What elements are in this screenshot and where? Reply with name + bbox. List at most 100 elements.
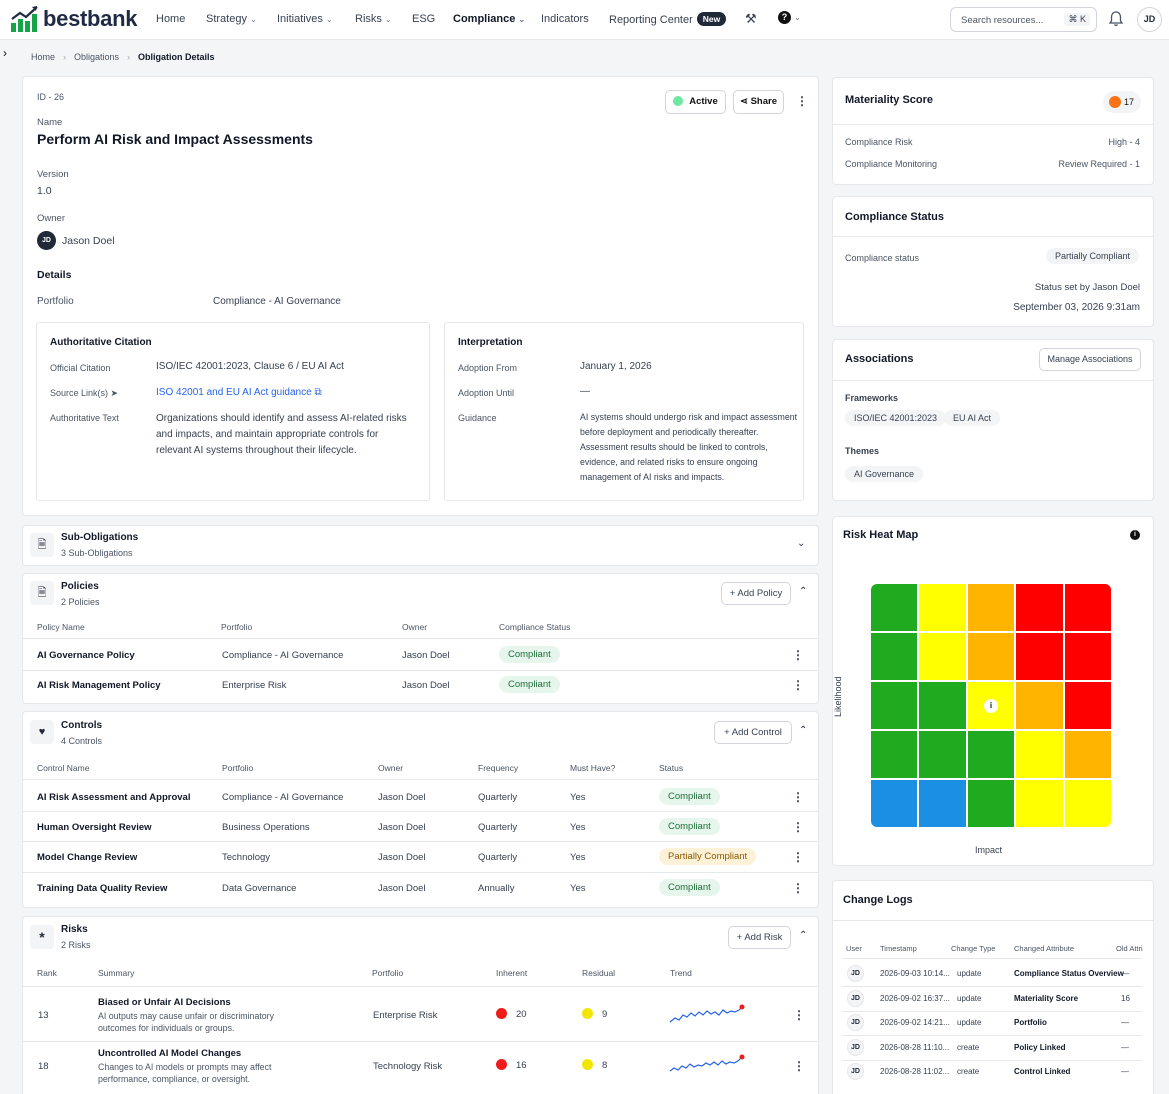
row-menu-icon[interactable]: ⋮ bbox=[793, 1008, 805, 1022]
chevron-down-icon[interactable]: ⌄ bbox=[797, 538, 806, 549]
search-shortcut: ⌘ K bbox=[1064, 13, 1090, 26]
control-name[interactable]: Training Data Quality Review bbox=[37, 883, 168, 894]
control-name[interactable]: Model Change Review bbox=[37, 852, 138, 863]
compliance-status-title: Compliance Status bbox=[845, 211, 945, 223]
heat-map-cell[interactable] bbox=[1064, 584, 1111, 631]
framework-chip[interactable]: EU AI Act bbox=[944, 410, 1001, 426]
control-name[interactable]: Human Oversight Review bbox=[37, 822, 152, 833]
log-timestamp: 2026-09-02 14:21... bbox=[880, 1018, 950, 1027]
breadcrumb-obligations[interactable]: Obligations bbox=[74, 52, 120, 62]
risk-rank: 13 bbox=[38, 1010, 49, 1021]
share-button[interactable]: ⋖ Share bbox=[733, 90, 784, 114]
add-risk-button[interactable]: + Add Risk bbox=[728, 926, 791, 949]
risk-title[interactable]: Uncontrolled AI Model Changes bbox=[98, 1048, 242, 1059]
heat-map-cell[interactable] bbox=[919, 633, 966, 680]
risk-marker[interactable]: i bbox=[983, 698, 998, 713]
nav-risks[interactable]: Risks ⌄ bbox=[355, 13, 392, 25]
heat-map-cell[interactable] bbox=[919, 584, 966, 631]
framework-chip[interactable]: ISO/IEC 42001:2023 bbox=[845, 410, 947, 426]
plus-icon: + bbox=[724, 727, 730, 738]
compliance-monitoring-label: Compliance Monitoring bbox=[845, 159, 938, 169]
nav-compliance[interactable]: Compliance ⌄ bbox=[453, 13, 526, 25]
heat-map-cell[interactable] bbox=[919, 780, 966, 827]
heat-map-cell[interactable] bbox=[1016, 584, 1063, 631]
heat-map-cell[interactable] bbox=[967, 584, 1015, 631]
policy-name[interactable]: AI Governance Policy bbox=[37, 650, 135, 661]
heat-map-cell[interactable] bbox=[871, 682, 918, 729]
sub-obligations-section[interactable] bbox=[22, 525, 819, 566]
trend-sparkline bbox=[669, 1004, 745, 1023]
theme-chip[interactable]: AI Governance bbox=[845, 466, 924, 482]
manage-associations-button[interactable]: Manage Associations bbox=[1039, 348, 1141, 371]
more-options-icon[interactable]: ⋮ bbox=[796, 94, 808, 108]
row-menu-icon[interactable]: ⋮ bbox=[792, 790, 804, 804]
nav-esg[interactable]: ESG bbox=[412, 13, 436, 25]
y-axis-label: Likelihood bbox=[833, 676, 843, 717]
add-control-button[interactable]: + Add Control bbox=[714, 721, 792, 744]
nav-indicators[interactable]: Indicators bbox=[541, 13, 589, 25]
logo[interactable]: bestbank bbox=[10, 4, 137, 34]
heat-map-cell[interactable] bbox=[871, 633, 918, 680]
nav-home[interactable]: Home bbox=[156, 13, 186, 25]
chevron-up-icon[interactable]: ⌃ bbox=[799, 586, 808, 597]
chevron-up-icon[interactable]: ⌃ bbox=[799, 725, 808, 736]
owner-name[interactable]: Jason Doel bbox=[62, 235, 115, 247]
change-logs-title: Change Logs bbox=[843, 894, 913, 906]
log-change-type: create bbox=[957, 1042, 980, 1052]
heat-map-cell[interactable] bbox=[1016, 780, 1063, 827]
row-menu-icon[interactable]: ⋮ bbox=[792, 850, 804, 864]
nav-strategy[interactable]: Strategy ⌄ bbox=[206, 13, 257, 25]
source-link[interactable]: ISO 42001 and EU AI Act guidance ⧉ bbox=[156, 387, 322, 398]
help-menu[interactable]: ? ⌄ bbox=[778, 11, 801, 24]
sub-obligations-title: Sub-Obligations bbox=[61, 532, 139, 543]
status-active-button[interactable]: Active bbox=[665, 90, 726, 114]
row-menu-icon[interactable]: ⋮ bbox=[792, 881, 804, 895]
heat-map-cell[interactable] bbox=[871, 780, 918, 827]
column-header: Compliance Status bbox=[499, 622, 571, 632]
info-icon[interactable]: i bbox=[1130, 530, 1140, 540]
materiality-score-badge: 17 bbox=[1103, 91, 1141, 113]
policy-name[interactable]: AI Risk Management Policy bbox=[37, 680, 161, 691]
heat-map-cell[interactable] bbox=[967, 731, 1015, 778]
bell-icon[interactable] bbox=[1109, 11, 1123, 27]
heat-map-cell[interactable] bbox=[1016, 682, 1063, 729]
control-name[interactable]: AI Risk Assessment and Approval bbox=[37, 792, 191, 803]
sidebar-toggle-icon[interactable]: › bbox=[3, 46, 7, 60]
user-avatar[interactable]: JD bbox=[1137, 7, 1162, 32]
heat-map-cell[interactable] bbox=[1064, 731, 1111, 778]
themes-label: Themes bbox=[845, 446, 880, 456]
log-old-value: — bbox=[1121, 1042, 1129, 1052]
heat-map-cell[interactable] bbox=[1064, 682, 1111, 729]
search-input[interactable]: Search resources... ⌘ K bbox=[950, 7, 1097, 32]
chevron-up-icon[interactable]: ⌃ bbox=[799, 930, 808, 941]
status-badge: Partially Compliant bbox=[659, 848, 757, 865]
heat-map-cell[interactable] bbox=[967, 633, 1015, 680]
heat-map-cell[interactable] bbox=[871, 731, 918, 778]
heat-map-cell[interactable] bbox=[919, 731, 966, 778]
row-menu-icon[interactable]: ⋮ bbox=[792, 820, 804, 834]
magic-wand-icon[interactable]: ⚒ bbox=[745, 11, 757, 26]
sub-obligations-count: 3 Sub-Obligations bbox=[61, 548, 133, 558]
status-set-by: Status set by Jason Doel bbox=[1034, 282, 1140, 293]
row-menu-icon[interactable]: ⋮ bbox=[792, 648, 804, 662]
nav-reporting-center[interactable]: Reporting Center New bbox=[609, 12, 727, 26]
heat-map-cell[interactable]: i bbox=[967, 682, 1015, 729]
heat-map-cell[interactable] bbox=[1064, 780, 1111, 827]
add-policy-button[interactable]: + Add Policy bbox=[721, 582, 791, 605]
active-dot bbox=[673, 96, 684, 106]
row-menu-icon[interactable]: ⋮ bbox=[793, 1059, 805, 1073]
row-menu-icon[interactable]: ⋮ bbox=[792, 678, 804, 692]
heat-map-cell[interactable] bbox=[919, 682, 966, 729]
portfolio-value[interactable]: Compliance - AI Governance bbox=[213, 296, 341, 307]
breadcrumb-home[interactable]: Home bbox=[31, 52, 56, 62]
heat-map-cell[interactable] bbox=[967, 780, 1015, 827]
log-change-type: update bbox=[957, 993, 982, 1003]
nav-initiatives[interactable]: Initiatives ⌄ bbox=[277, 13, 333, 25]
heat-map-cell[interactable] bbox=[1016, 731, 1063, 778]
risk-title[interactable]: Biased or Unfair AI Decisions bbox=[98, 997, 231, 1008]
name-label: Name bbox=[37, 117, 63, 128]
heat-map-cell[interactable] bbox=[1016, 633, 1063, 680]
adoption-from-label: Adoption From bbox=[458, 363, 518, 373]
heat-map-cell[interactable] bbox=[871, 584, 918, 631]
heat-map-cell[interactable] bbox=[1064, 633, 1111, 680]
